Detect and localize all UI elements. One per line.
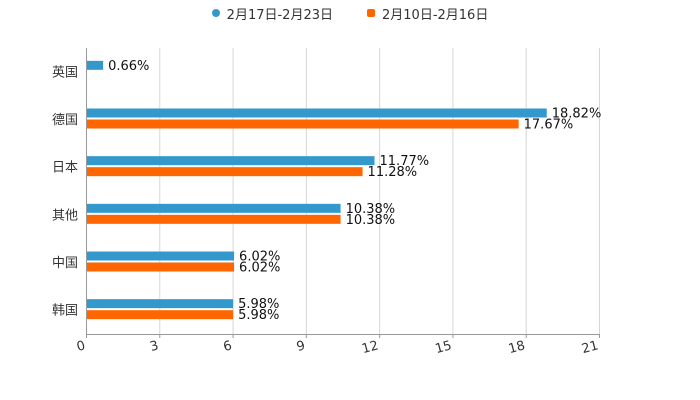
legend-marker-series-2 xyxy=(367,9,375,17)
data-label-1-5: 5.98% xyxy=(238,297,279,312)
bar-1-0 xyxy=(87,60,104,70)
data-label-2-3: 10.38% xyxy=(346,213,396,228)
category-label-4: 中国 xyxy=(52,256,78,271)
category-label-2: 日本 xyxy=(52,161,78,176)
data-label-2-2: 11.28% xyxy=(368,165,418,180)
legend-label-series-1: 2月17日-2月23日 xyxy=(226,7,333,23)
legend-item-series-1[interactable]: 2月17日-2月23日 xyxy=(211,3,333,23)
x-tick-label-2: 6 xyxy=(222,338,234,355)
bar-1-2 xyxy=(87,156,375,166)
data-label-2-5: 5.98% xyxy=(238,308,279,323)
bar-2-2 xyxy=(87,167,363,177)
bar-1-1 xyxy=(87,108,547,118)
x-tick-label-0: 0 xyxy=(75,338,87,355)
bar-2-5 xyxy=(87,310,234,320)
data-label-2-4: 6.02% xyxy=(239,261,280,276)
data-label-1-1: 18.82% xyxy=(552,107,602,122)
x-tick-label-3: 9 xyxy=(295,338,307,355)
bar-2-3 xyxy=(87,214,341,224)
category-label-0: 英国 xyxy=(52,65,78,80)
data-label-1-0: 0.66% xyxy=(108,59,149,74)
category-label-1: 德国 xyxy=(52,113,78,128)
data-label-1-4: 6.02% xyxy=(239,250,280,265)
legend-marker-series-1 xyxy=(211,9,220,17)
bar-1-3 xyxy=(87,203,341,213)
category-label-3: 其他 xyxy=(52,208,78,223)
x-tick-label-7: 21 xyxy=(580,338,600,357)
x-tick-label-6: 18 xyxy=(507,338,527,357)
x-tick-label-4: 12 xyxy=(360,338,380,357)
bar-1-5 xyxy=(87,299,234,309)
legend: 2月17日-2月23日 2月10日-2月16日 xyxy=(0,3,700,23)
legend-item-series-2[interactable]: 2月10日-2月16日 xyxy=(367,3,488,23)
x-tick-label-5: 15 xyxy=(434,338,454,357)
data-label-2-1: 17.67% xyxy=(524,118,574,133)
data-label-1-3: 10.38% xyxy=(346,202,396,217)
category-label-5: 韩国 xyxy=(52,304,78,319)
data-label-1-2: 11.77% xyxy=(380,154,430,169)
bar-2-4 xyxy=(87,262,235,272)
bar-1-4 xyxy=(87,251,235,261)
bar-2-1 xyxy=(87,119,519,129)
legend-label-series-2: 2月10日-2月16日 xyxy=(382,7,489,23)
x-tick-label-1: 3 xyxy=(148,338,160,355)
